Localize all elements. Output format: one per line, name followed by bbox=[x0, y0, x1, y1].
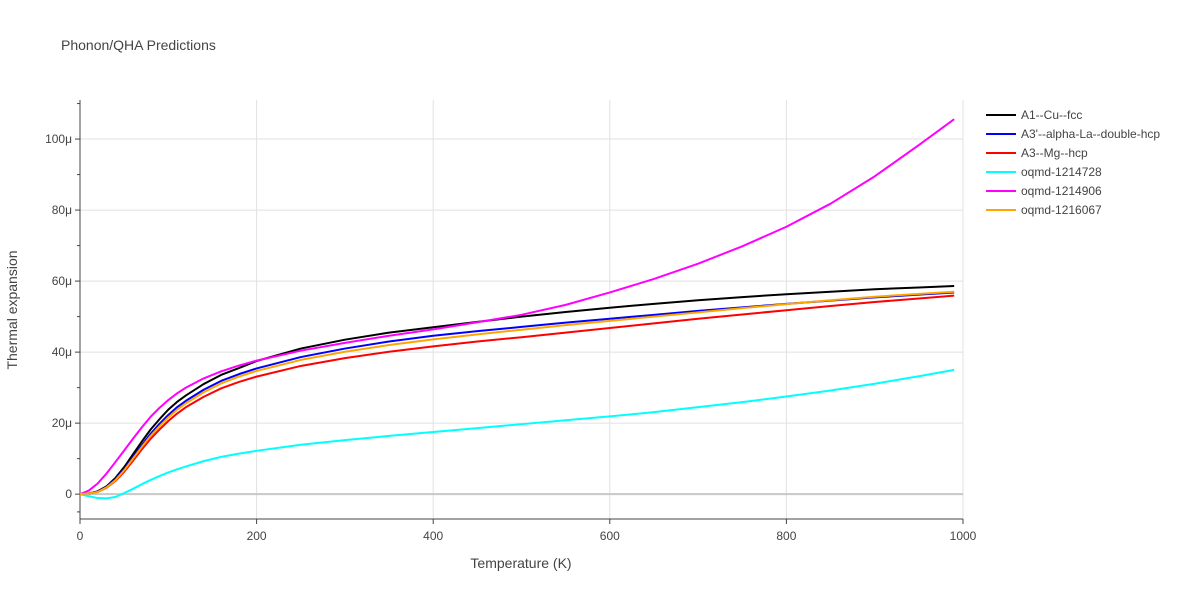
y-tick-label: 20μ bbox=[52, 416, 72, 430]
series-line-oqmd-1214906[interactable] bbox=[79, 118, 955, 496]
legend-item[interactable]: oqmd-1214906 bbox=[986, 184, 1102, 198]
legend-label: oqmd-1214728 bbox=[1021, 165, 1102, 179]
legend: A1--Cu--fcc A3'--alpha-La--double-hcp A3--… bbox=[986, 108, 1160, 217]
series-lines bbox=[79, 118, 955, 500]
x-tick-label: 600 bbox=[600, 529, 620, 543]
y-tick-label: 60μ bbox=[52, 274, 72, 288]
x-tick-label: 800 bbox=[776, 529, 796, 543]
legend-label: oqmd-1216067 bbox=[1021, 203, 1102, 217]
legend-label: A3--Mg--hcp bbox=[1021, 146, 1088, 160]
legend-item[interactable]: oqmd-1214728 bbox=[986, 165, 1102, 179]
chart-title: Phonon/QHA Predictions bbox=[61, 37, 216, 53]
y-tick-label: 0 bbox=[65, 487, 72, 501]
legend-item[interactable]: A1--Cu--fcc bbox=[986, 108, 1082, 122]
x-tick-label: 1000 bbox=[950, 529, 977, 543]
x-tick-label: 200 bbox=[247, 529, 267, 543]
y-axis-title: Thermal expansion bbox=[4, 250, 20, 369]
grid bbox=[80, 100, 964, 519]
y-tick-label: 100μ bbox=[45, 132, 72, 146]
y-tick-label: 40μ bbox=[52, 345, 72, 359]
legend-item[interactable]: A3'--alpha-La--double-hcp bbox=[986, 127, 1160, 141]
legend-item[interactable]: A3--Mg--hcp bbox=[986, 146, 1088, 160]
series-line-oqmd-1214728[interactable] bbox=[79, 368, 955, 500]
x-tick-label: 0 bbox=[77, 529, 84, 543]
y-tick-label: 80μ bbox=[52, 203, 72, 217]
legend-label: A1--Cu--fcc bbox=[1021, 108, 1082, 122]
series-line-oqmd-1216067[interactable] bbox=[79, 290, 955, 496]
legend-label: oqmd-1214906 bbox=[1021, 184, 1102, 198]
legend-item[interactable]: oqmd-1216067 bbox=[986, 203, 1102, 217]
legend-label: A3'--alpha-La--double-hcp bbox=[1021, 127, 1160, 141]
axes: 0 200 400 600 800 1000 0 20μ 40μ 60μ 80μ 100μ bbox=[45, 100, 977, 543]
x-axis-title: Temperature (K) bbox=[470, 555, 571, 571]
x-tick-label: 400 bbox=[423, 529, 443, 543]
